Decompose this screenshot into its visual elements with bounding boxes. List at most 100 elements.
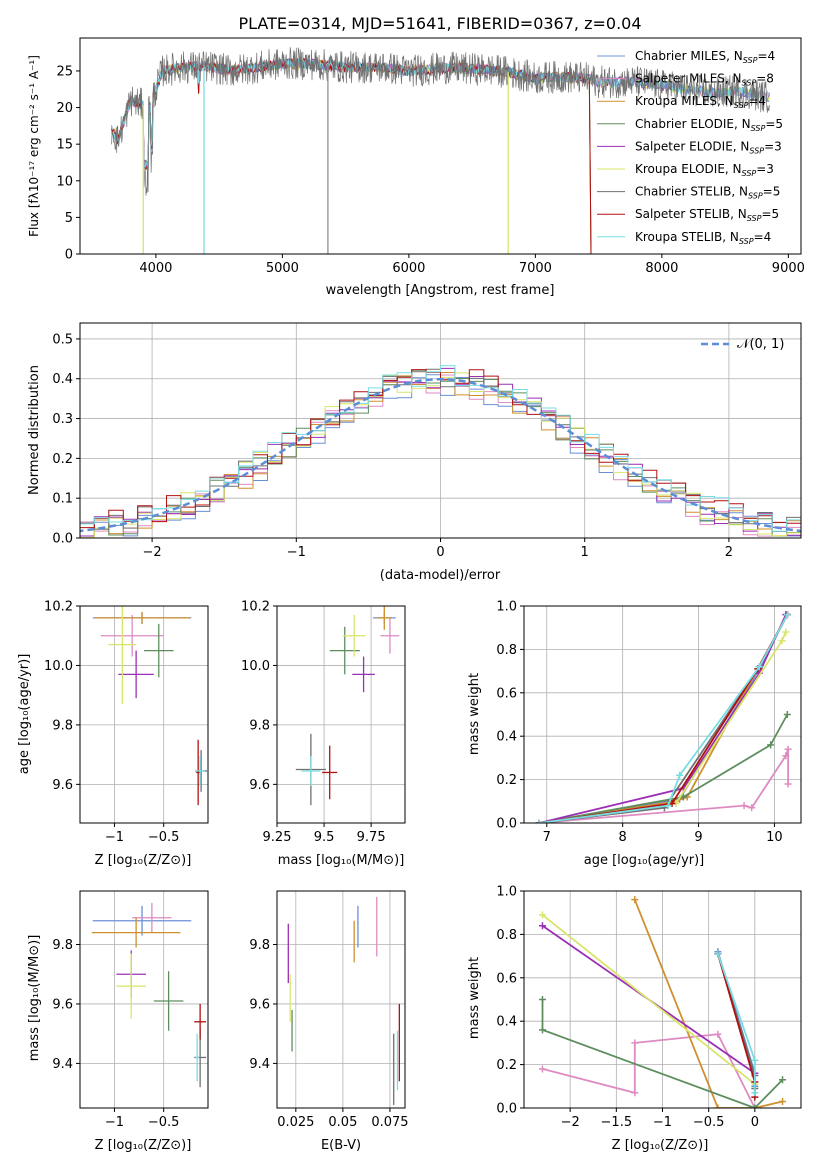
y-tick-label: 1.0: [496, 885, 517, 900]
massweight-point-marker: [751, 1056, 759, 1064]
massweight-point-marker: [782, 752, 790, 760]
x-tick-label: 7: [543, 830, 551, 845]
y-tick-label: 9.6: [52, 778, 73, 793]
x-tick-label: 4000: [139, 261, 172, 276]
y-tick-label: 10.2: [241, 600, 270, 615]
spectrum-model-7: [111, 57, 592, 254]
age-vs-metallicity-ylabel: age [log₁₀(age/yr)]: [17, 654, 32, 775]
x-tick-label: 0.05: [328, 1115, 357, 1130]
y-tick-label: 15: [56, 138, 73, 153]
massweight-series-3: [539, 714, 789, 823]
massweight-series-3: [541, 999, 784, 1108]
massweight-point-marker: [714, 1104, 722, 1108]
massweight-point-marker: [538, 911, 546, 919]
massweight-series-7: [539, 614, 789, 823]
y-tick-label: 10.2: [44, 600, 73, 615]
legend-label: 𝒩(0, 1): [737, 337, 784, 352]
y-tick-label: 25: [56, 64, 73, 79]
y-tick-label: 9.6: [249, 997, 270, 1012]
y-tick-label: 0.3: [52, 412, 73, 427]
y-tick-label: 0.8: [496, 643, 517, 658]
x-tick-label: 8000: [645, 261, 678, 276]
y-tick-label: 0.6: [496, 971, 517, 986]
massweight-point-marker: [538, 996, 546, 1003]
massweight-point-marker: [631, 1039, 639, 1047]
plot-marks: [92, 606, 208, 806]
massweight-point-marker: [778, 637, 786, 645]
mass-vs-metallicity-ylabel: mass [log₁₀(M/M⊙)]: [27, 935, 42, 1062]
y-tick-label: 9.4: [52, 1057, 73, 1072]
y-tick-label: 0.4: [52, 372, 73, 387]
axes-frame: [523, 605, 802, 824]
axes-frame: [79, 605, 209, 824]
spectrum-ylabel: Flux [fλ10⁻¹⁷ erg cm⁻² s⁻¹ A⁻¹]: [27, 55, 41, 237]
x-tick-label: 9000: [772, 261, 805, 276]
massweight-point-marker: [538, 922, 546, 930]
residual-histogram-2: [80, 372, 801, 538]
massweight-point-marker: [784, 780, 792, 788]
y-tick-label: 5: [65, 211, 73, 226]
x-tick-label: 1: [581, 545, 589, 560]
figure-title: PLATE=0314, MJD=51641, FIBERID=0367, z=0…: [238, 14, 641, 33]
x-tick-label: 0.075: [371, 1115, 408, 1130]
y-tick-label: 9.4: [249, 1057, 270, 1072]
massweight-series-2: [539, 614, 789, 823]
legend-label-2: Kroupa MILES, NSSP=4: [635, 94, 766, 110]
plot-marks: [111, 47, 770, 254]
x-tick-label: 9.25: [263, 830, 292, 845]
massweight-series-1: [539, 748, 789, 823]
y-tick-label: 10.0: [44, 659, 73, 674]
massweight-point-marker: [783, 711, 791, 718]
x-tick-label: −1: [105, 830, 124, 845]
massweight-point-marker: [538, 1026, 546, 1034]
axes-frame: [276, 890, 406, 1109]
massweight-vs-age-xlabel: age [log₁₀(age/yr)]: [584, 853, 705, 868]
massweight-point-marker: [755, 663, 763, 671]
x-tick-label: 6000: [392, 261, 425, 276]
plot-marks: [91, 902, 207, 1088]
massweight-point-marker: [783, 611, 791, 619]
legend-label-8: Kroupa STELIB, NSSP=4: [635, 230, 771, 246]
x-tick-label: 5000: [266, 261, 299, 276]
y-tick-label: 0.4: [496, 730, 517, 745]
axes-frame: [79, 37, 802, 255]
y-tick-label: 0.0: [496, 817, 517, 832]
massweight-vs-metallicity-xlabel: Z [log₁₀(Z/Z⊙)]: [612, 1138, 709, 1153]
x-tick-label: 7000: [519, 261, 552, 276]
massweight-point-marker: [748, 804, 756, 812]
massweight-series-4: [538, 614, 787, 823]
massweight-point-marker: [784, 745, 792, 753]
mass-vs-metallicity-panel: Z [log₁₀(Z/Z⊙)] mass [log₁₀(M/M⊙)] −1 −0.…: [27, 890, 209, 1153]
x-tick-label: −2: [561, 1115, 580, 1130]
massweight-point-marker: [779, 1076, 787, 1084]
y-tick-label: 9.8: [249, 718, 270, 733]
x-tick-label: −0.5: [693, 1115, 725, 1130]
x-tick-label: 9: [694, 830, 702, 845]
x-tick-label: 0: [436, 545, 444, 560]
x-tick-label: −0.5: [148, 1115, 180, 1130]
x-tick-label: −1: [287, 545, 306, 560]
y-tick-label: 9.6: [249, 778, 270, 793]
y-tick-label: 0.5: [52, 332, 73, 347]
spectrum-observed: [111, 47, 770, 196]
plot-marks: [535, 611, 792, 823]
mass-vs-reddening-panel: E(B-V) 0.025 0.05 0.075 9.4 9.6 9.8: [249, 890, 409, 1153]
y-tick-label: 0.1: [52, 492, 73, 507]
x-tick-label: 0: [751, 1115, 759, 1130]
y-tick-label: 0.0: [496, 1102, 517, 1117]
legend-label-4: Salpeter ELODIE, NSSP=3: [635, 139, 782, 155]
plot-marks: [287, 896, 401, 1106]
plot-marks: [295, 606, 400, 806]
spectrum-model-2: [111, 58, 592, 254]
x-tick-label: 2: [725, 545, 733, 560]
massweight-point-marker: [740, 802, 748, 810]
x-tick-label: 8: [619, 830, 627, 845]
y-tick-label: 10: [56, 174, 73, 189]
spectrum-panel: wavelength [Angstrom, rest frame] Flux […: [27, 37, 805, 298]
age-vs-mass-xlabel: mass [log₁₀(M/M⊙)]: [278, 853, 405, 868]
massweight-series-0: [539, 614, 789, 823]
massweight-point-marker: [676, 771, 684, 779]
y-tick-label: 0.2: [496, 1058, 517, 1073]
plot-marks: [80, 365, 801, 538]
y-tick-label: 0.4: [496, 1015, 517, 1030]
